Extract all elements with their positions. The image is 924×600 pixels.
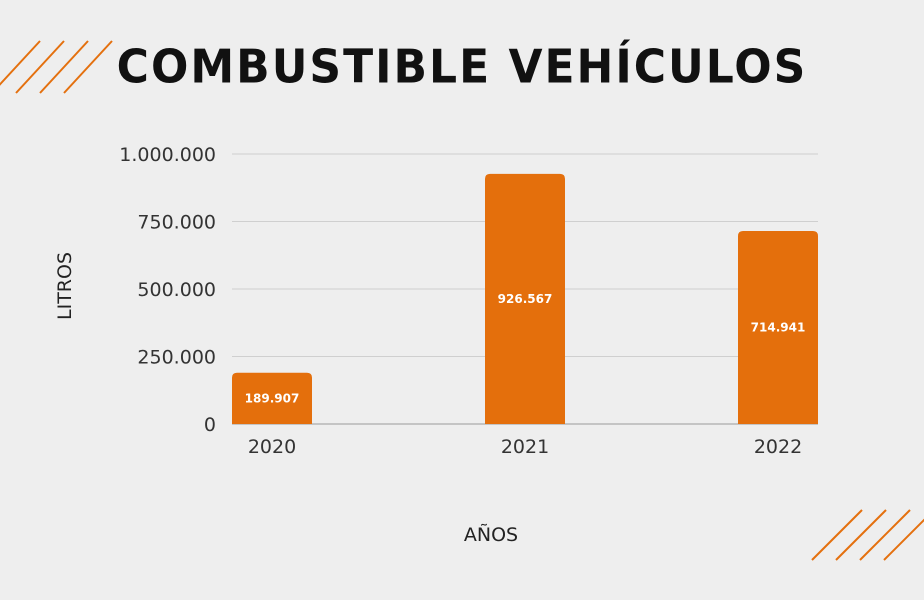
x-axis-title: AÑOS bbox=[464, 523, 518, 546]
x-tick-label: 2020 bbox=[248, 436, 296, 458]
x-tick-label: 2021 bbox=[501, 436, 549, 458]
bar-2020 bbox=[232, 372, 312, 424]
bar-value-label: 189.907 bbox=[245, 391, 300, 405]
bar-value-label: 714.941 bbox=[751, 320, 806, 334]
decorative-stripes-top-left bbox=[0, 40, 113, 94]
decorative-stripes-bottom-right bbox=[811, 509, 924, 561]
x-tick-label: 2022 bbox=[754, 436, 802, 458]
y-tick-label: 750.000 bbox=[137, 212, 216, 234]
y-axis-title: LITROS bbox=[54, 252, 76, 320]
y-tick-label: 0 bbox=[204, 414, 216, 436]
chart-title: COMBUSTIBLE VEHÍCULOS bbox=[116, 40, 808, 95]
bar-value-label: 926.567 bbox=[498, 292, 553, 306]
bar-2022 bbox=[738, 230, 818, 424]
bars: 189.907 926.567 714.941 bbox=[232, 173, 818, 424]
y-tick-label: 500.000 bbox=[137, 279, 216, 301]
bar-2021 bbox=[485, 173, 565, 424]
y-tick-label: 250.000 bbox=[137, 347, 216, 369]
y-axis-ticks: 0 250.000 500.000 750.000 1.000.000 bbox=[119, 144, 216, 436]
y-tick-label: 1.000.000 bbox=[119, 144, 216, 166]
x-axis-ticks: 2020 2021 2022 bbox=[248, 436, 802, 458]
